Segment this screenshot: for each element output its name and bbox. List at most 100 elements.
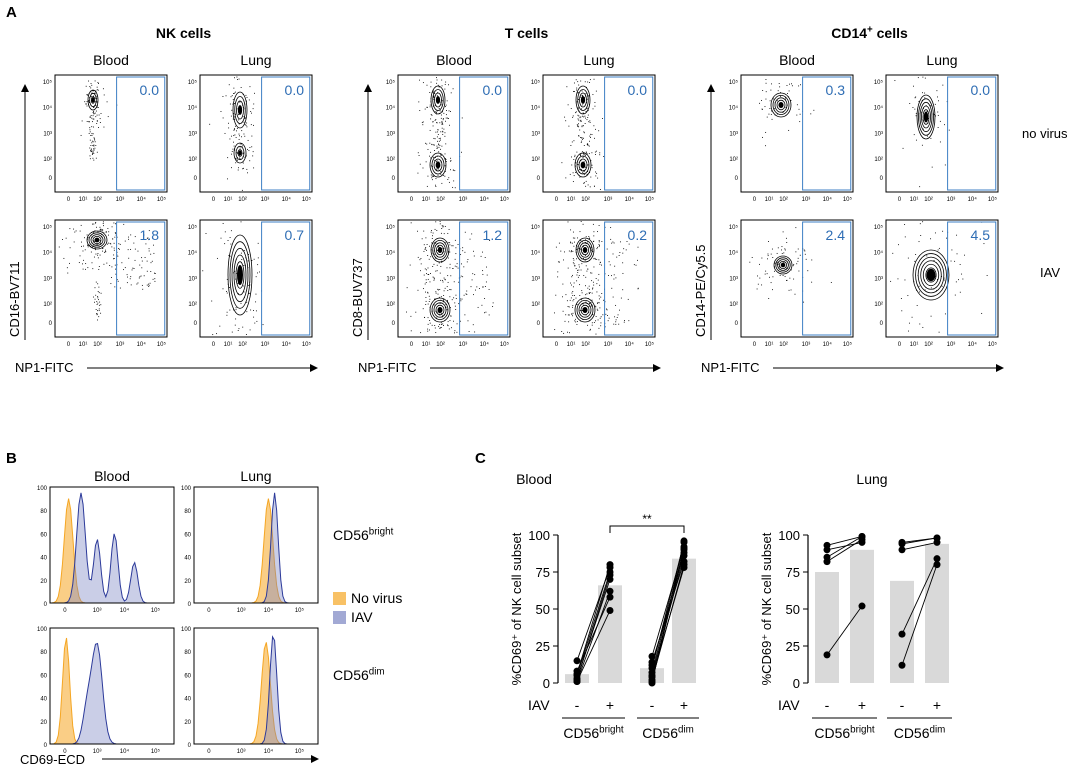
col-label-blood: Blood — [779, 52, 815, 68]
y-tick-label: 10⁴ — [188, 105, 198, 112]
legend-swatch — [333, 592, 346, 605]
panel-a-groups: NK cells Blood Lung CD16-BV711 NP1-FITC 0.0 10… — [7, 24, 1004, 375]
x-tick-label: 10³ — [116, 342, 125, 348]
data-point — [858, 535, 866, 543]
data-point — [933, 538, 941, 546]
y-tick-label: 10⁵ — [874, 224, 884, 231]
y-tick-label: 10⁴ — [188, 250, 198, 257]
x-tick-label: 10² — [93, 197, 102, 203]
x-tick-label: 0 — [410, 342, 414, 348]
data-point — [933, 555, 941, 563]
y-tick-label: 80 — [40, 509, 47, 515]
pair-line — [576, 567, 611, 661]
group-title: T cells — [505, 25, 549, 41]
y-tick-label: 0 — [188, 602, 192, 608]
col-label-lung: Lung — [240, 468, 271, 484]
y-tick-label: 10² — [531, 302, 540, 308]
x-tick-label: 10³ — [116, 197, 125, 203]
x-tick-label: 10¹ — [224, 342, 233, 348]
x-tick-label: 10³ — [93, 749, 102, 755]
histogram-iav — [194, 492, 318, 604]
data-point — [858, 602, 866, 610]
x-tick-label: 10² — [779, 342, 788, 348]
x-tick-label: 0 — [410, 197, 414, 203]
y-tick-label: 20 — [40, 720, 47, 726]
data-point — [606, 593, 614, 601]
gate-box — [116, 76, 166, 191]
gate-value: 0.3 — [826, 82, 846, 98]
chart-title: Lung — [856, 471, 887, 487]
y-tick-label: 0 — [392, 176, 396, 182]
x-tick-label: 10³ — [261, 342, 270, 348]
x-tick-label: 10³ — [947, 342, 956, 348]
y-tick-label: 0 — [537, 321, 541, 327]
plot-frame — [542, 219, 656, 338]
group-label: CD56dim — [642, 724, 694, 741]
y-tick-label: 10² — [729, 302, 738, 308]
data-point — [898, 546, 906, 554]
y-tick-label: 10⁴ — [874, 105, 884, 112]
x-tick-label: 10⁵ — [500, 341, 510, 348]
histogram-plot: 100 80 60 40 20 0 0 10³ 10⁴ 10⁵ — [37, 627, 175, 755]
gate-box — [459, 76, 509, 191]
data-point — [823, 558, 831, 566]
panel-b: B 100 80 60 40 20 0 0 10³ 10⁴ 10⁵ 100 80 60 40 20 0 0 10³… — [6, 450, 402, 767]
x-tick-label: 10³ — [802, 342, 811, 348]
x-tick-label: 0 — [753, 197, 757, 203]
y-tick-label: 25 — [536, 639, 550, 654]
x-tick-label: 10⁴ — [120, 748, 130, 755]
y-tick-label: 10³ — [188, 276, 197, 282]
y-tick-label: 50 — [786, 602, 800, 617]
x-tick-label: 10³ — [802, 197, 811, 203]
x-tick-label: 10³ — [604, 342, 613, 348]
y-tick-label: 40 — [40, 697, 47, 703]
data-point — [823, 651, 831, 659]
y-tick-label: 0 — [543, 676, 550, 691]
histogram-no-virus — [194, 498, 318, 604]
y-tick-label: 100 — [37, 627, 48, 633]
pair-line — [901, 564, 938, 666]
flow-plot: 0.0 10⁵ 10⁴ 10³ 10² 0 0 10¹ 10² 10³ 10⁴ 10⁵ — [874, 74, 999, 203]
flow-plot: 1.8 10⁵ 10⁴ 10³ 10² 0 0 10¹ 10² 10³ 10⁴ 10⁵ — [43, 219, 168, 348]
gate-box — [604, 221, 654, 336]
x-tick-label: 10² — [924, 197, 933, 203]
x-tick-label: 10¹ — [765, 342, 774, 348]
y-tick-label: 0 — [735, 321, 739, 327]
y-tick-label: 10³ — [874, 276, 883, 282]
x-tick-label: 10³ — [261, 197, 270, 203]
condition-sign: - — [650, 697, 655, 713]
x-tick-label: 10² — [436, 197, 445, 203]
bar-chart-lung: Lung 0 25 50 75 100 %CD69⁺ of NK cell subset IA… — [759, 471, 952, 741]
panel-c: C Blood 0 25 50 75 100 %CD69⁺ of NK cell subse… — [475, 450, 952, 741]
pair-line — [901, 558, 938, 635]
y-tick-label: 60 — [184, 673, 191, 679]
x-tick-label: 0 — [753, 342, 757, 348]
y-tick-label: 10² — [874, 302, 883, 308]
x-tick-label: 10⁴ — [137, 341, 147, 348]
x-tick-label: 10⁴ — [282, 196, 292, 203]
y-tick-label: 75 — [536, 565, 550, 580]
y-tick-label: 60 — [40, 532, 47, 538]
condition-sign: - — [900, 697, 905, 713]
y-tick-label: 10² — [386, 157, 395, 163]
panel-a: A NK cells Blood Lung CD16-BV711 NP1-FITC 0.0… — [6, 4, 1068, 375]
gate-value: 0.0 — [285, 82, 305, 98]
x-tick-label: 0 — [207, 749, 211, 755]
y-tick-label: 10² — [188, 157, 197, 163]
y-tick-label: 10⁴ — [531, 105, 541, 112]
gate-box — [802, 221, 852, 336]
y-tick-label: 25 — [786, 639, 800, 654]
plot-frame — [397, 219, 511, 338]
panel-b-label: B — [6, 450, 17, 467]
y-tick-label: 100 — [528, 528, 550, 543]
y-tick-label: 10³ — [188, 131, 197, 137]
gate-value: 0.7 — [285, 227, 305, 243]
x-tick-label: 0 — [555, 197, 559, 203]
y-tick-label: 10² — [43, 157, 52, 163]
y-tick-label: 10⁴ — [874, 250, 884, 257]
flow-plot: 2.4 10⁵ 10⁴ 10³ 10² 0 0 10¹ 10² 10³ 10⁴ 10⁵ — [729, 219, 854, 348]
plot-frame — [49, 627, 175, 745]
pair-line — [826, 539, 863, 563]
gate-value: 0.0 — [628, 82, 648, 98]
